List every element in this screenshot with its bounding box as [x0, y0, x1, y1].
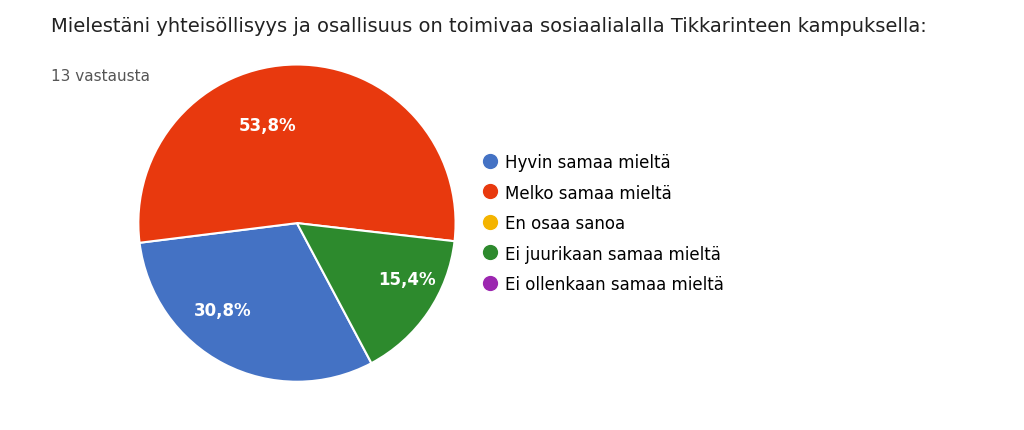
- Text: 53,8%: 53,8%: [239, 117, 297, 135]
- Wedge shape: [139, 224, 372, 382]
- Text: 13 vastausta: 13 vastausta: [51, 69, 151, 84]
- Text: Mielestäni yhteisöllisyys ja osallisuus on toimivaa sosiaalialalla Tikkarinteen : Mielestäni yhteisöllisyys ja osallisuus …: [51, 17, 927, 36]
- Legend: Hyvin samaa mieltä, Melko samaa mieltä, En osaa sanoa, Ei juurikaan samaa mieltä: Hyvin samaa mieltä, Melko samaa mieltä, …: [483, 154, 724, 293]
- Wedge shape: [138, 65, 456, 243]
- Text: 30,8%: 30,8%: [194, 302, 252, 319]
- Text: 15,4%: 15,4%: [378, 270, 436, 288]
- Wedge shape: [297, 224, 455, 363]
